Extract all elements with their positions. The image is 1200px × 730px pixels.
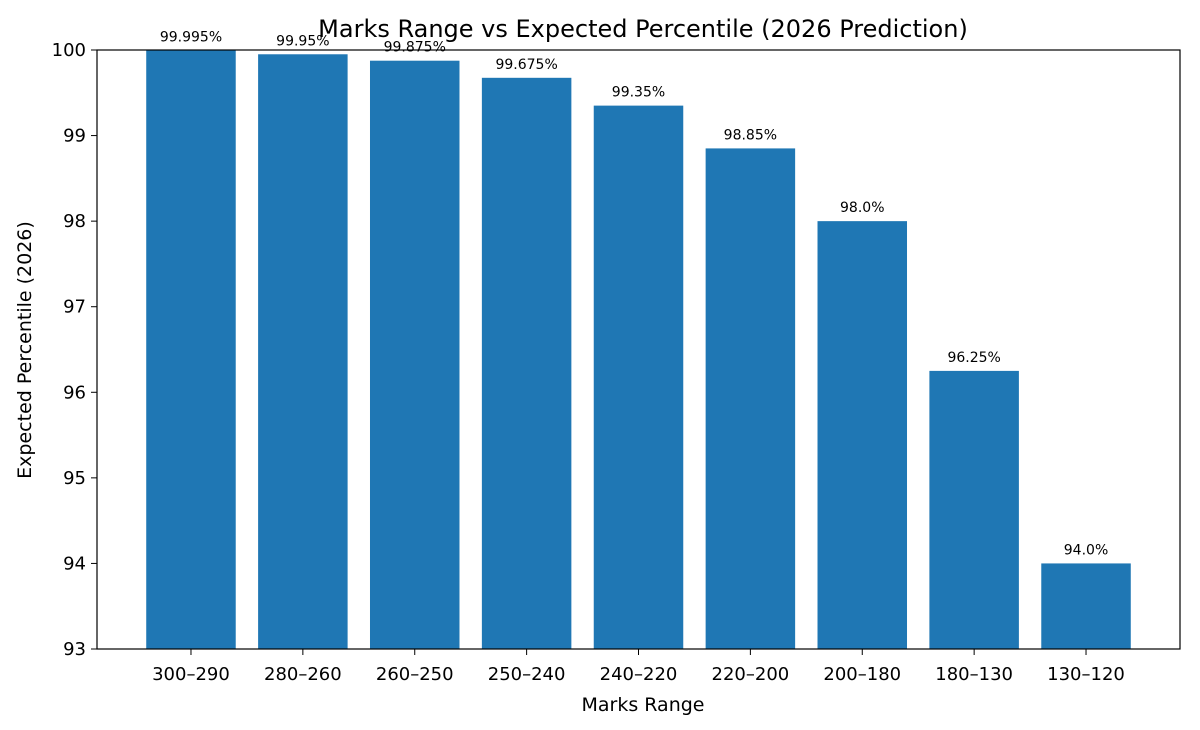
y-tick-label: 96 [63,382,86,403]
y-tick-label: 100 [52,40,86,61]
x-tick-label: 220–200 [712,664,790,685]
x-tick-label: 280–260 [264,664,342,685]
x-tick-label: 200–180 [823,664,901,685]
y-axis-label: Expected Percentile (2026) [14,221,36,479]
bar [146,50,236,649]
bar [258,54,348,650]
data-label: 98.0% [840,200,884,216]
y-tick-label: 98 [63,211,86,232]
data-label: 99.35% [612,85,665,101]
y-tick-label: 93 [63,639,86,660]
y-tick-label: 99 [63,126,86,147]
chart-title: Marks Range vs Expected Percentile (2026… [318,15,968,43]
x-axis-label: Marks Range [581,694,704,716]
data-label: 94.0% [1064,542,1108,558]
bar [929,370,1019,649]
bar [817,221,908,649]
x-tick-label: 240–220 [600,664,678,685]
y-tick-label: 97 [63,297,86,318]
data-label: 96.25% [947,350,1000,366]
bar [1041,563,1131,649]
x-tick-label: 180–130 [935,664,1013,685]
x-tick-label: 260–250 [376,664,454,685]
bar [705,148,796,649]
data-label: 99.95% [276,33,329,49]
bar [593,105,684,649]
data-label: 99.875% [384,40,446,56]
data-label: 99.675% [495,57,557,73]
data-label: 98.85% [724,127,777,143]
bar [369,60,460,650]
x-tick-label: 130–120 [1047,664,1125,685]
x-tick-label: 250–240 [488,664,566,685]
y-tick-label: 94 [63,553,86,574]
x-tick-label: 300–290 [152,664,230,685]
y-tick-label: 95 [63,468,86,489]
data-label: 99.995% [160,29,222,45]
bar [481,77,572,649]
